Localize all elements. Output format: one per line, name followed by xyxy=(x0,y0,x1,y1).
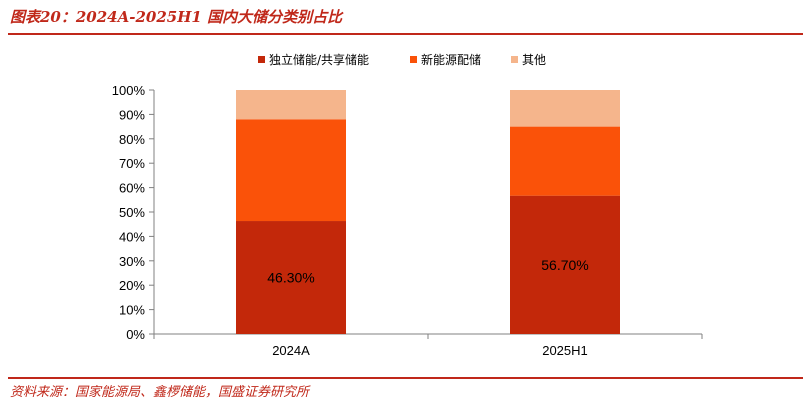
source-note: 资料来源：国家能源局、鑫椤储能，国盛证券研究所 xyxy=(10,385,310,400)
legend-label: 其他 xyxy=(522,53,546,67)
bar-segment xyxy=(236,221,346,334)
x-tick-label: 2025H1 xyxy=(542,343,588,358)
y-tick-label: 100% xyxy=(112,83,146,98)
bar-segment xyxy=(510,90,620,127)
x-tick-label: 2024A xyxy=(272,343,310,358)
data-label: 46.30% xyxy=(267,270,314,286)
data-label: 56.70% xyxy=(541,257,588,273)
source-rule xyxy=(8,377,803,379)
title-rule xyxy=(8,33,803,35)
bar-segment xyxy=(236,90,346,120)
y-tick-label: 90% xyxy=(119,107,145,122)
bar-segment xyxy=(510,126,620,196)
y-tick-label: 20% xyxy=(119,278,145,293)
y-tick-label: 0% xyxy=(126,327,145,342)
y-tick-label: 60% xyxy=(119,181,145,196)
legend-label: 独立储能/共享储能 xyxy=(269,52,369,67)
y-tick-label: 40% xyxy=(119,229,145,244)
bar-segment xyxy=(236,119,346,222)
y-tick-label: 80% xyxy=(119,132,145,147)
legend-swatch xyxy=(511,56,518,63)
y-tick-label: 30% xyxy=(119,254,145,269)
y-tick-label: 70% xyxy=(119,156,145,171)
legend-label: 新能源配储 xyxy=(421,52,481,67)
y-tick-label: 10% xyxy=(119,303,145,318)
bar-segment xyxy=(510,195,620,334)
y-tick-label: 50% xyxy=(119,205,145,220)
legend-swatch xyxy=(258,56,265,63)
legend-swatch xyxy=(410,56,417,63)
figure-title: 图表20：2024A-2025H1 国内大储分类别占比 xyxy=(10,8,343,26)
